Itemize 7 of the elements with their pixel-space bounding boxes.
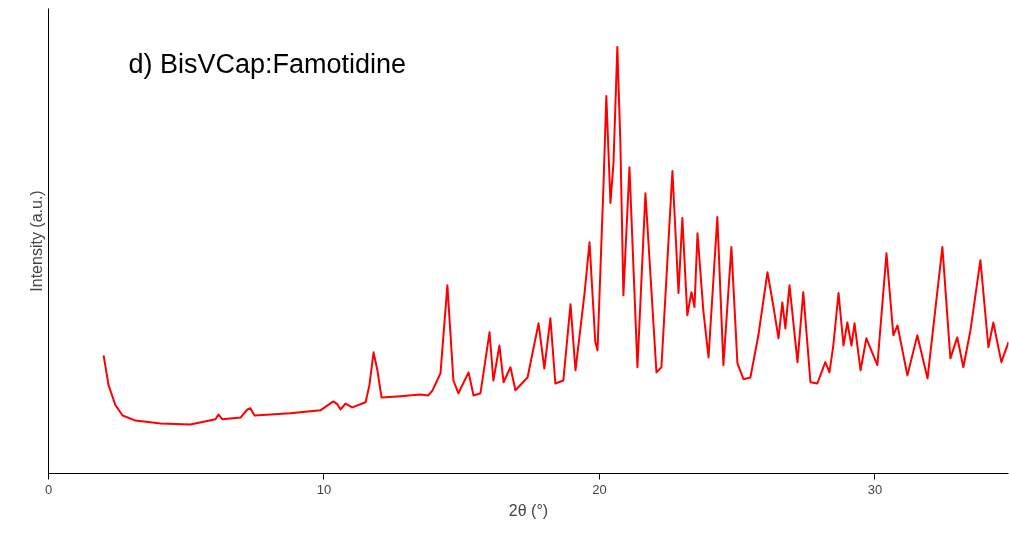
y-axis-title: Intensity (a.u.)	[27, 190, 45, 292]
x-tick-label: 30	[867, 481, 883, 497]
x-tick-label: 20	[592, 481, 607, 497]
x-axis-title: 2θ (°)	[508, 501, 549, 519]
chart-title: d) BisVCap:Famotidine	[128, 48, 407, 79]
x-tick-label: 10	[316, 481, 332, 497]
x-tick-label: 0	[44, 481, 53, 497]
